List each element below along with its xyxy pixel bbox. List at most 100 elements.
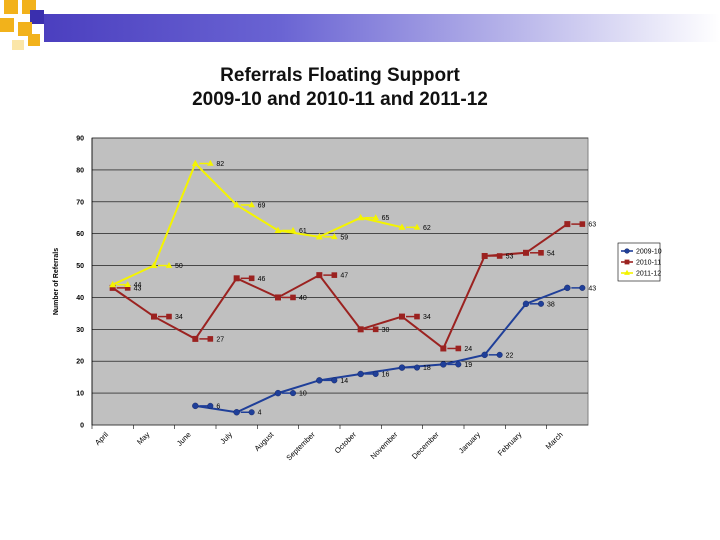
data-point <box>331 233 338 240</box>
data-point <box>166 313 172 320</box>
y-tick-label: 10 <box>76 391 84 398</box>
y-tick-label: 60 <box>76 231 84 238</box>
x-tick-label: May <box>135 430 152 447</box>
data-labels: 6 4 10 14 16 18 19 22 38 43 43 34 27 46 40 47 30 34 24 53 54… <box>134 161 597 417</box>
data-point <box>481 252 488 259</box>
data-point <box>538 250 544 256</box>
y-tick-label: 80 <box>76 167 84 174</box>
chart-title-line1: Referrals Floating Support <box>220 65 460 86</box>
data-point <box>233 201 241 208</box>
data-label: 18 <box>423 365 431 372</box>
y-tick-label: 40 <box>76 295 84 302</box>
data-point <box>481 351 488 359</box>
y-tick-label: 70 <box>76 199 84 206</box>
legend-label: 2011-12 <box>636 271 661 278</box>
data-point <box>191 159 199 167</box>
data-label: 34 <box>423 314 431 321</box>
data-label: 6 <box>216 403 220 410</box>
x-tick-label: February <box>496 430 524 458</box>
data-point <box>109 284 116 291</box>
data-point <box>372 370 379 377</box>
y-axis-label: Number of Referrals <box>53 248 60 315</box>
chart-title: Referrals Floating Support 2009-10 and 2… <box>150 64 530 112</box>
data-label: 50 <box>175 263 183 270</box>
data-point <box>331 377 338 384</box>
data-point <box>274 226 282 233</box>
data-point <box>124 285 131 291</box>
data-point <box>248 409 255 416</box>
data-label: 43 <box>588 285 596 292</box>
data-point <box>151 313 157 320</box>
data-point <box>316 272 323 279</box>
data-label: 69 <box>258 202 266 209</box>
data-label: 59 <box>340 234 348 241</box>
data-label: 46 <box>258 276 266 283</box>
data-label: 54 <box>547 250 555 257</box>
data-point <box>357 370 364 378</box>
data-point <box>372 326 379 333</box>
x-tick-label: October <box>333 430 359 456</box>
data-point <box>440 361 447 368</box>
data-label: 65 <box>382 215 390 222</box>
series-line <box>112 161 403 286</box>
data-point <box>109 280 117 288</box>
legend-item-2011-12: 2011-12 <box>621 269 661 278</box>
series-2011-12 <box>109 159 421 288</box>
data-label: 63 <box>588 222 596 229</box>
legend-item-2009-10: 2009-10 <box>621 248 662 256</box>
data-point <box>538 300 545 307</box>
data-label: 4 <box>258 410 262 417</box>
y-tick-label: 90 <box>76 136 84 143</box>
x-tick-label: January <box>457 430 482 455</box>
data-point <box>207 336 214 342</box>
data-point <box>316 377 323 384</box>
header-bar <box>44 14 720 42</box>
data-point <box>523 249 529 256</box>
data-label: 27 <box>216 336 224 343</box>
data-point <box>522 300 530 308</box>
data-point <box>192 335 199 342</box>
series-2009-10 <box>192 284 586 416</box>
data-point <box>440 345 447 352</box>
data-point <box>357 326 364 333</box>
data-point <box>624 269 630 275</box>
legend-label: 2010-11 <box>636 260 661 267</box>
data-point <box>289 226 297 233</box>
x-axis-ticks: April May June July August September October No… <box>91 425 565 463</box>
x-tick-label: July <box>218 430 234 446</box>
x-tick-label: December <box>410 430 441 461</box>
data-point <box>455 345 462 352</box>
data-label: 47 <box>340 273 348 280</box>
x-tick-label: September <box>284 430 317 463</box>
data-point <box>414 364 421 371</box>
data-point <box>290 390 297 397</box>
data-point <box>207 402 214 409</box>
series-2010-11 <box>109 221 586 352</box>
x-tick-label: March <box>544 430 565 451</box>
y-tick-label: 50 <box>76 263 84 270</box>
data-label: 34 <box>175 314 183 321</box>
data-point <box>248 201 255 208</box>
data-label: 61 <box>299 228 307 235</box>
chart-title-line2: 2009-10 and 2010-11 and 2011-12 <box>192 89 488 110</box>
data-point <box>233 275 240 282</box>
x-tick-label: June <box>175 430 193 448</box>
data-label: 38 <box>547 301 555 308</box>
data-point <box>624 248 630 254</box>
data-point <box>398 364 406 371</box>
data-point <box>496 351 503 358</box>
data-point <box>579 284 586 291</box>
series-group <box>109 159 586 416</box>
data-label: 10 <box>299 391 307 398</box>
x-tick-label: April <box>93 430 110 447</box>
data-point <box>150 261 158 269</box>
data-point <box>624 259 630 265</box>
data-point <box>207 159 214 166</box>
data-point <box>564 284 571 292</box>
data-point <box>315 233 323 240</box>
data-point <box>372 214 379 221</box>
data-point <box>124 281 131 287</box>
data-point <box>192 402 199 410</box>
data-label: 24 <box>464 346 472 353</box>
